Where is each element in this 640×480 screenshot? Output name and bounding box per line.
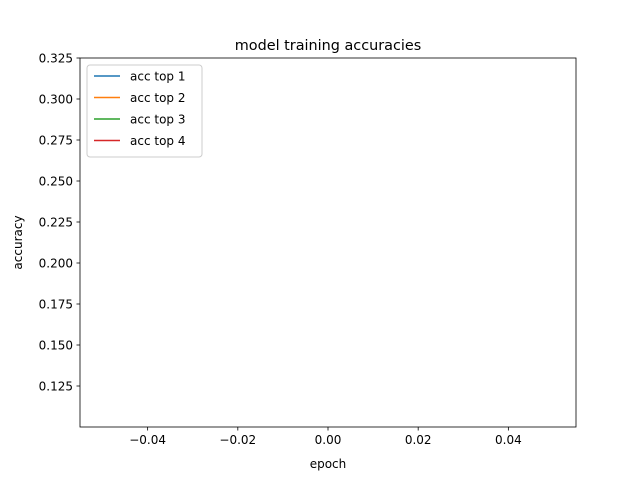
legend-box — [86, 64, 203, 158]
x-tick-label: −0.04 — [129, 433, 166, 447]
x-tick-label: 0.00 — [315, 433, 342, 447]
y-axis-label: accuracy — [11, 215, 25, 269]
y-tick-label: 0.300 — [39, 92, 73, 106]
x-tick-label: 0.02 — [405, 433, 432, 447]
chart-title: model training accuracies — [235, 38, 421, 54]
y-tick-label: 0.275 — [39, 133, 73, 147]
y-tick-label: 0.175 — [39, 297, 73, 311]
x-axis-ticks: −0.04 −0.02 0.00 0.02 0.04 — [129, 427, 522, 447]
legend-label-4: acc top 4 — [130, 134, 185, 148]
y-axis-ticks: 0.125 0.150 0.175 0.200 0.225 0.250 0.275 0.300… — [39, 51, 80, 393]
x-tick-label: −0.02 — [219, 433, 256, 447]
legend: acc top 1 acc top 2 acc top 3 acc top 4 — [86, 64, 203, 158]
legend-label-1: acc top 1 — [130, 69, 185, 83]
y-tick-label: 0.125 — [39, 379, 73, 393]
x-axis-label: epoch — [310, 457, 347, 471]
legend-label-3: acc top 3 — [130, 112, 185, 126]
y-tick-label: 0.200 — [39, 256, 73, 270]
y-tick-label: 0.150 — [39, 338, 73, 352]
x-tick-label: 0.04 — [495, 433, 522, 447]
legend-label-2: acc top 2 — [130, 91, 185, 105]
y-tick-label: 0.225 — [39, 215, 73, 229]
y-tick-label: 0.325 — [39, 51, 73, 65]
y-tick-label: 0.250 — [39, 174, 73, 188]
